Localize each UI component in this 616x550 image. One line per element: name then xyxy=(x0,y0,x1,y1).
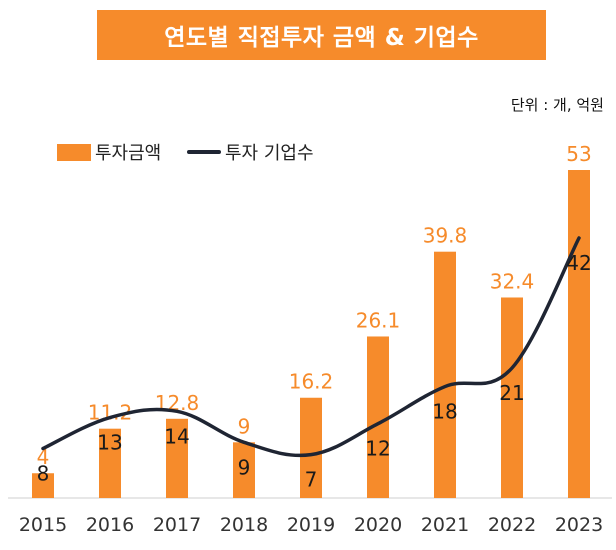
bar-amount-2015 xyxy=(32,473,54,498)
bar-amount-2023 xyxy=(568,170,590,498)
bar-amount-2016 xyxy=(99,428,121,498)
bar-amount-2021 xyxy=(434,251,456,498)
x-tick-2017: 2017 xyxy=(153,514,201,536)
unit-note: 단위 : 개, 억원 xyxy=(510,96,604,114)
bar-amount-2020 xyxy=(367,336,389,498)
bar-label-2019: 16.2 xyxy=(289,370,334,394)
bar-label-2021: 39.8 xyxy=(423,224,468,248)
line-label-2021: 18 xyxy=(432,400,457,424)
legend-swatch-bar xyxy=(57,143,91,161)
bar-label-2018: 9 xyxy=(238,414,251,438)
line-label-2022: 21 xyxy=(499,381,524,405)
bar-label-2023: 53 xyxy=(566,142,591,166)
line-label-2019: 7 xyxy=(305,468,318,492)
legend-item-amount: 투자금액 xyxy=(57,139,161,165)
bar-amount-2022 xyxy=(501,297,523,498)
x-tick-2015: 2015 xyxy=(19,514,67,536)
line-label-2017: 14 xyxy=(164,424,189,448)
legend-item-count: 투자 기업수 xyxy=(187,139,314,165)
bar-label-2022: 32.4 xyxy=(490,269,535,293)
x-tick-2022: 2022 xyxy=(488,514,536,536)
line-label-2016: 13 xyxy=(97,431,122,455)
x-tick-2018: 2018 xyxy=(220,514,268,536)
line-label-2020: 12 xyxy=(365,437,390,461)
x-tick-2021: 2021 xyxy=(421,514,469,536)
bar-label-2015: 4 xyxy=(37,445,50,469)
bar-amount-2017 xyxy=(166,418,188,498)
x-tick-2020: 2020 xyxy=(354,514,402,536)
legend-label-amount: 투자금액 xyxy=(95,143,162,164)
bar-amount-2018 xyxy=(233,442,255,498)
line-label-2015: 8 xyxy=(37,461,50,485)
legend-swatch-line xyxy=(187,150,221,154)
bar-amount-2019 xyxy=(300,397,322,498)
x-tick-2023: 2023 xyxy=(555,514,603,536)
x-tick-2019: 2019 xyxy=(287,514,335,536)
line-label-2018: 9 xyxy=(238,455,251,479)
x-tick-2016: 2016 xyxy=(86,514,134,536)
chart-title: 연도별 직접투자 금액 & 기업수 xyxy=(97,10,546,60)
legend-label-count: 투자 기업수 xyxy=(225,143,314,164)
bar-label-2020: 26.1 xyxy=(356,308,401,332)
line-label-2023: 42 xyxy=(566,251,591,275)
